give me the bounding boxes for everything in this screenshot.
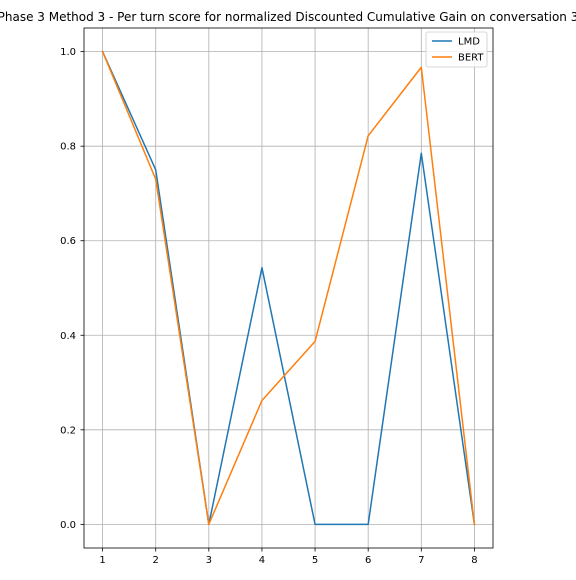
legend-label-lmd: LMD bbox=[458, 37, 480, 48]
grid-lines bbox=[84, 28, 493, 548]
ticks: 1 2 3 4 5 6 7 8 0.0 0.2 0.4 0.6 0.8 1.0 bbox=[60, 47, 478, 566]
x-tick-label: 1 bbox=[99, 555, 105, 566]
y-tick-label: 0.2 bbox=[60, 425, 76, 436]
series-layer bbox=[101, 50, 476, 526]
y-tick-label: 0.6 bbox=[60, 236, 76, 247]
x-tick-label: 6 bbox=[365, 555, 371, 566]
series-line-lmd bbox=[101, 50, 476, 526]
x-tick-label: 3 bbox=[206, 555, 212, 566]
axes-frame bbox=[83, 27, 494, 549]
chart-title: Phase 3 Method 3 - Per turn score for no… bbox=[0, 10, 576, 24]
x-tick-label: 4 bbox=[259, 555, 265, 566]
x-tick-label: 8 bbox=[471, 555, 477, 566]
legend: LMD BERT bbox=[425, 31, 488, 68]
x-tick-label: 2 bbox=[153, 555, 159, 566]
y-tick-label: 1.0 bbox=[60, 47, 76, 58]
series-line-bert bbox=[101, 50, 476, 526]
y-tick-label: 0.8 bbox=[60, 142, 76, 153]
x-tick-label: 5 bbox=[312, 555, 318, 566]
y-tick-label: 0.4 bbox=[60, 331, 76, 342]
legend-label-bert: BERT bbox=[458, 53, 484, 64]
x-tick-label: 7 bbox=[418, 555, 424, 566]
y-tick-label: 0.0 bbox=[60, 520, 76, 531]
